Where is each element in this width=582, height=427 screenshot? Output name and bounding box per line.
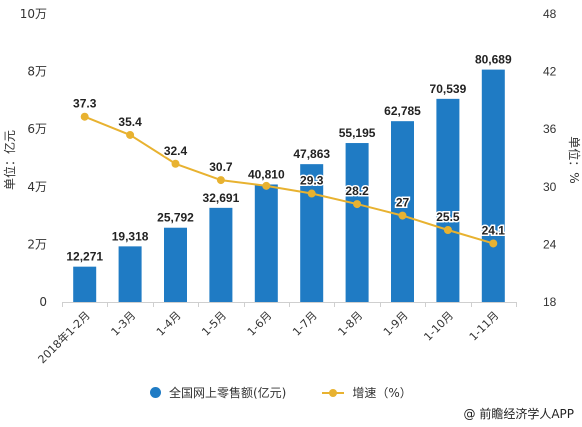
bar-value-label: 55,195 bbox=[339, 126, 376, 140]
growth-point bbox=[489, 239, 498, 248]
bar bbox=[254, 184, 278, 302]
growth-value-label: 35.4 bbox=[118, 115, 142, 129]
legend-item-sales[interactable]: 全国网上零售额(亿元) bbox=[150, 384, 286, 401]
growth-value-label: 37.3 bbox=[73, 97, 97, 111]
x-tick-label: 1-10月 bbox=[421, 309, 456, 344]
y-left-tick-label: 8万 bbox=[27, 65, 47, 79]
growth-value-label: 29.3 bbox=[300, 174, 324, 188]
bar bbox=[300, 164, 324, 302]
growth-point bbox=[171, 159, 180, 168]
y-left-tick-label: 6万 bbox=[27, 122, 47, 136]
bar-value-label: 32,691 bbox=[203, 191, 240, 205]
x-tick-label: 1-7月 bbox=[290, 309, 320, 339]
growth-value-label: 24.1 bbox=[482, 223, 506, 237]
legend-item-growth[interactable]: 增速（%） bbox=[322, 384, 412, 401]
legend-dot-icon bbox=[150, 387, 161, 398]
bar bbox=[73, 266, 97, 302]
growth-point bbox=[80, 112, 89, 121]
growth-value-label: 28.2 bbox=[345, 184, 369, 198]
y-right-tick-label: 18 bbox=[543, 295, 557, 309]
growth-value-label: 25.5 bbox=[436, 210, 460, 224]
growth-value-label: 30.7 bbox=[209, 160, 233, 174]
growth-value-label: 27 bbox=[396, 196, 410, 210]
y-left-tick-label: 4万 bbox=[27, 180, 47, 194]
bar bbox=[345, 143, 369, 302]
x-tick-label: 2018年1-2月 bbox=[35, 308, 93, 366]
y-right-tick-label: 24 bbox=[543, 237, 557, 251]
bar bbox=[391, 121, 414, 302]
growth-line bbox=[84, 115, 494, 245]
legend-label-sales: 全国网上零售额(亿元) bbox=[169, 386, 287, 400]
growth-point bbox=[262, 181, 271, 190]
y-right-tick-label: 48 bbox=[543, 7, 557, 21]
y-left-tick-label: 2万 bbox=[27, 237, 47, 251]
growth-point bbox=[353, 200, 362, 209]
y-right-tick-label: 42 bbox=[543, 65, 557, 79]
y-left-axis-title: 单位：亿元 bbox=[2, 130, 17, 190]
growth-point bbox=[443, 226, 452, 234]
growth-point bbox=[307, 189, 316, 198]
bar bbox=[164, 227, 187, 302]
source-credit: @ 前瞻经济学人APP bbox=[463, 407, 575, 421]
legend-label-growth: 增速（%） bbox=[352, 386, 412, 400]
bar-value-label: 19,318 bbox=[112, 229, 149, 243]
legend: 全国网上零售额(亿元) 增速（%） bbox=[150, 384, 448, 401]
bar-value-label: 12,271 bbox=[66, 250, 103, 264]
x-tick-label: 1-11月 bbox=[467, 309, 502, 344]
bar bbox=[436, 98, 460, 302]
y-right-axis-title: 单位：% bbox=[567, 136, 582, 183]
bar-value-label: 47,863 bbox=[293, 147, 330, 161]
growth-point bbox=[126, 130, 135, 139]
growth-value-label: 32.4 bbox=[164, 144, 188, 158]
bar bbox=[481, 69, 505, 302]
bar bbox=[209, 207, 233, 302]
y-right-tick-label: 36 bbox=[543, 122, 557, 136]
bar-value-label: 62,785 bbox=[384, 104, 421, 118]
y-left-tick-label: 0 bbox=[39, 295, 47, 309]
x-tick-label: 1-8月 bbox=[336, 309, 366, 339]
bar-value-label: 25,792 bbox=[157, 211, 194, 225]
legend-line-icon bbox=[322, 387, 345, 398]
y-left-tick-label: 10万 bbox=[20, 7, 47, 21]
growth-point bbox=[398, 211, 407, 220]
bar-value-label: 70,539 bbox=[430, 82, 467, 96]
x-tick-label: 1-3月 bbox=[109, 309, 139, 339]
x-tick-label: 1-4月 bbox=[154, 309, 184, 339]
growth-point bbox=[216, 176, 225, 185]
x-tick-label: 1-9月 bbox=[381, 309, 411, 339]
y-right-tick-label: 30 bbox=[543, 180, 557, 194]
bar bbox=[118, 246, 142, 302]
bar-value-label: 80,689 bbox=[475, 53, 512, 67]
x-tick-label: 1-6月 bbox=[245, 309, 275, 339]
x-tick-label: 1-5月 bbox=[199, 309, 229, 339]
bar-value-label: 40,810 bbox=[248, 167, 285, 181]
